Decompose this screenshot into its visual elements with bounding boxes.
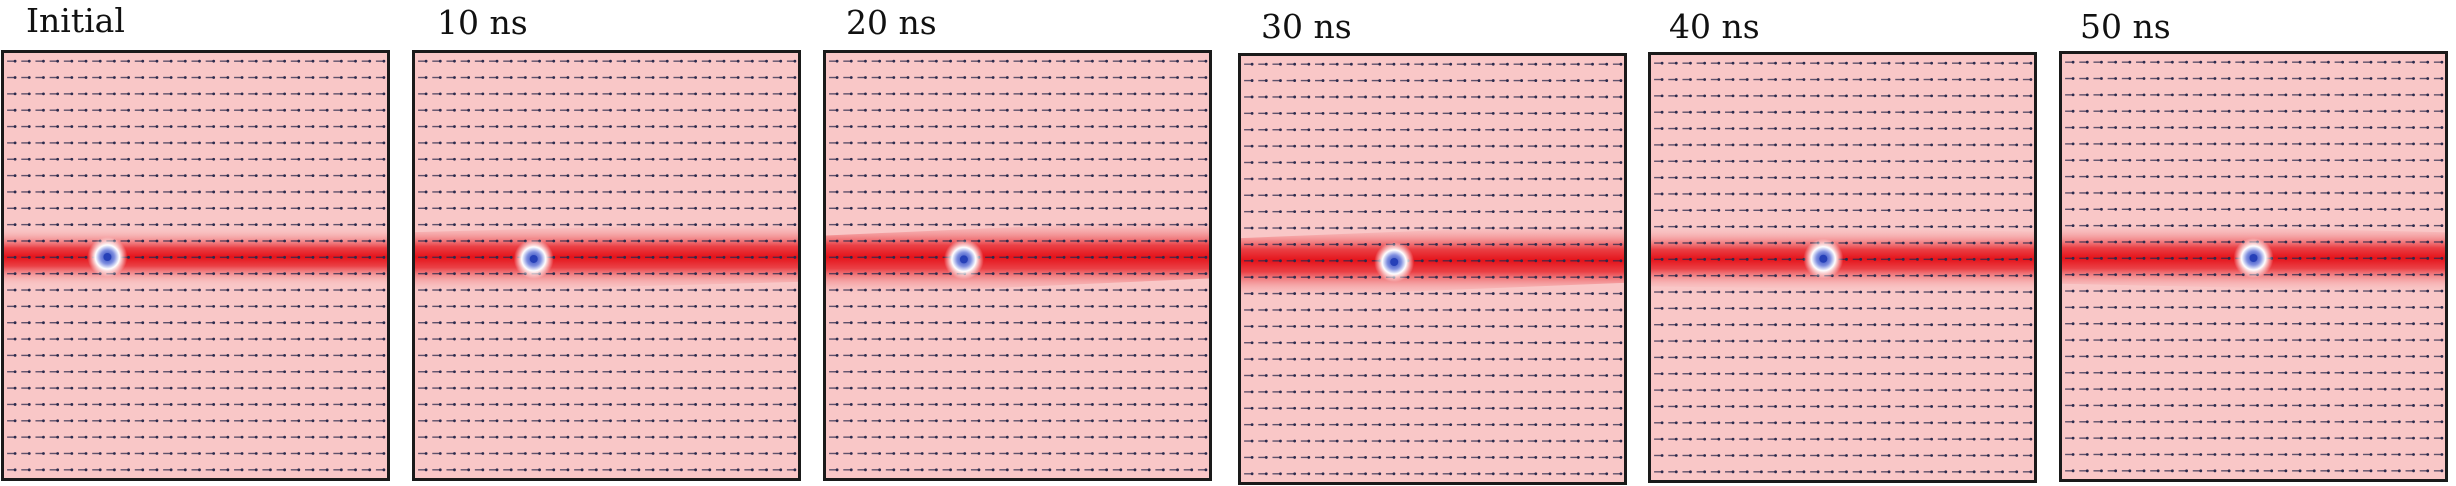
snapshot-panel-10ns (412, 50, 801, 481)
panel-label-30ns: 30 ns (1261, 7, 1352, 46)
snapshot-image (4, 53, 387, 478)
snapshot-panel-50ns (2059, 51, 2448, 482)
magnetization-arrows (7, 59, 386, 472)
panel-label-initial: Initial (26, 1, 125, 40)
snapshot-panel-initial (1, 50, 390, 481)
snapshot-image (1651, 55, 2034, 480)
skyrmion-core (103, 253, 112, 261)
skyrmion-core (2249, 254, 2258, 262)
panel-label-20ns: 20 ns (846, 3, 937, 42)
magnetization-arrows (1244, 62, 1623, 476)
skyrmion-core (1819, 254, 1828, 263)
magnetization-arrows (418, 59, 797, 472)
panel-label-50ns: 50 ns (2080, 7, 2171, 46)
skyrmion-core (1390, 258, 1399, 267)
snapshot-image (415, 53, 798, 478)
magnetization-arrows (829, 59, 1208, 472)
snapshot-panel-30ns (1238, 53, 1627, 485)
skyrmion-core (959, 255, 968, 264)
panel-label-40ns: 40 ns (1669, 7, 1760, 46)
panel-label-10ns: 10 ns (437, 3, 528, 42)
magnetization-arrows (2065, 60, 2444, 473)
magnetization-arrows (1654, 61, 2033, 474)
snapshot-image (826, 53, 1209, 478)
snapshot-image (2062, 54, 2445, 479)
snapshot-image (1241, 56, 1624, 482)
snapshot-panel-20ns (823, 50, 1212, 481)
snapshot-panel-40ns (1648, 52, 2037, 483)
skyrmion-core (529, 254, 538, 263)
